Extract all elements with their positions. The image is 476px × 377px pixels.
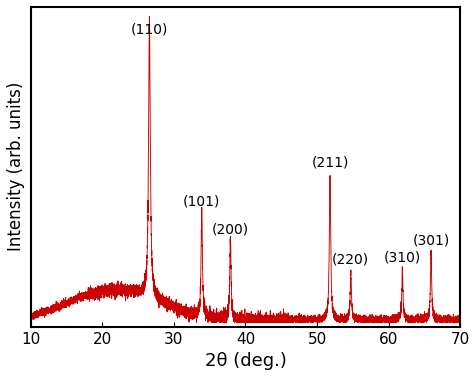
Y-axis label: Intensity (arb. units): Intensity (arb. units) [7, 82, 25, 251]
Text: (310): (310) [383, 250, 420, 264]
X-axis label: 2θ (deg.): 2θ (deg.) [204, 352, 286, 370]
Text: (301): (301) [412, 233, 449, 247]
Text: (101): (101) [183, 195, 220, 208]
Text: (110): (110) [130, 22, 168, 36]
Text: (200): (200) [211, 222, 248, 236]
Text: (211): (211) [311, 156, 348, 170]
Text: (220): (220) [332, 253, 368, 267]
